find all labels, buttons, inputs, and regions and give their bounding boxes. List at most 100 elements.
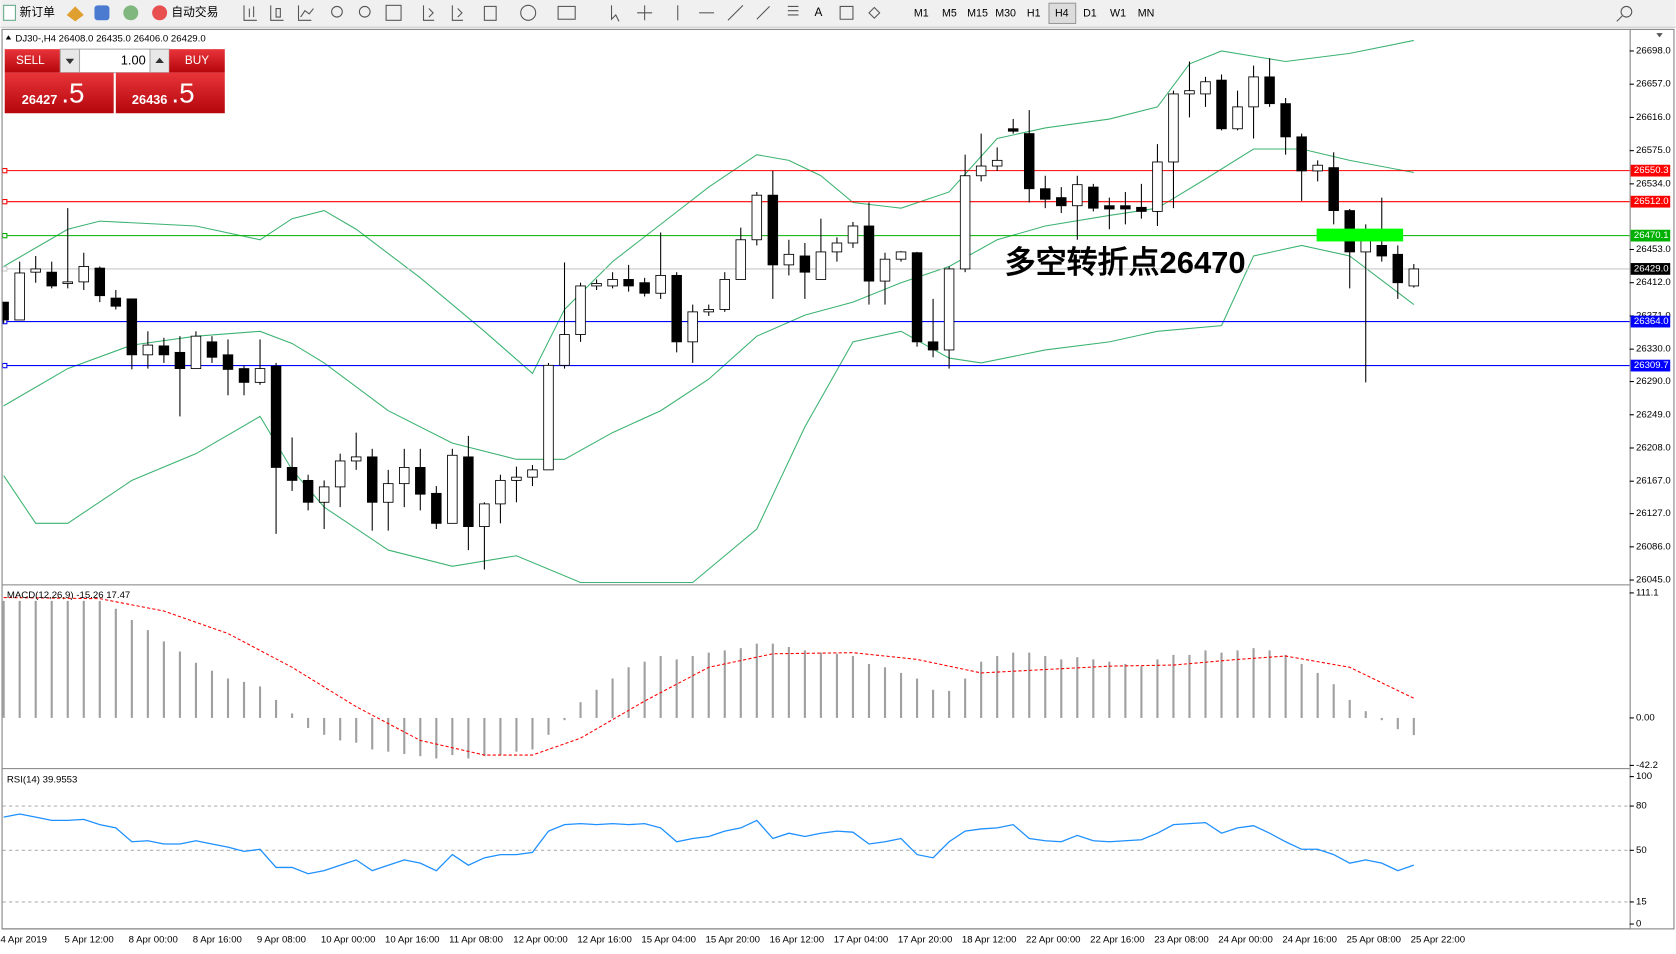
candle-body <box>110 297 122 307</box>
y-tick-label: 26534.0 <box>1636 178 1671 189</box>
y-tick-label: 100 <box>1636 771 1652 782</box>
macd-signal <box>3 596 1415 756</box>
y-tick-label: 0.00 <box>1636 712 1655 723</box>
candle-body <box>1232 106 1243 130</box>
volume-value: 1.00 <box>121 52 146 67</box>
buy-price-frac: .5 <box>171 77 194 108</box>
turning-point-marker <box>1316 228 1404 242</box>
candle-body <box>767 194 779 266</box>
timeframe-button[interactable]: M1 <box>914 8 929 20</box>
timeframe-button[interactable]: M15 <box>967 8 988 20</box>
timeframe-button[interactable]: M30 <box>995 8 1016 20</box>
close: 26429.0 <box>171 33 206 44</box>
toolbar: 新订单 自动交易 A M1 M5 M15 M30 H1 H4 D1 W1 MN <box>0 0 1676 28</box>
macd-title: MACD(12,26,9) -15.26 17.47 <box>7 590 130 601</box>
candle-body <box>399 467 410 485</box>
candle-body <box>174 351 186 370</box>
timeframe-button[interactable]: H4 <box>1055 8 1069 20</box>
candle-body <box>1280 103 1291 138</box>
candle-body <box>1136 206 1147 212</box>
y-tick-label: 26575.0 <box>1636 145 1671 156</box>
tool-icons[interactable] <box>243 4 1633 22</box>
new-order-label: 新订单 <box>20 5 55 19</box>
y-tick-label: 26330.0 <box>1636 344 1671 355</box>
x-tick-label: 5 Apr 12:00 <box>65 935 114 946</box>
candle-body <box>78 266 90 283</box>
level-handle <box>2 362 8 369</box>
candle-body <box>1072 184 1083 207</box>
candle-body <box>751 194 763 241</box>
x-tick-label: 12 Apr 00:00 <box>513 935 567 946</box>
candle-body <box>447 454 458 524</box>
sell-button[interactable] <box>4 49 61 73</box>
level-label: 26364.0 <box>1634 316 1669 327</box>
candle-body <box>431 492 442 524</box>
chart-header: DJ30-,H4 26408.0 26435.0 26406.0 26429.0 <box>15 33 205 44</box>
y-tick-label: 26453.0 <box>1636 244 1671 255</box>
bollinger-band <box>3 244 1415 584</box>
timeframe-button[interactable]: W1 <box>1110 8 1126 20</box>
new-order-button[interactable]: 新订单 <box>3 4 56 21</box>
level-handle <box>2 232 8 239</box>
text-tool-icon[interactable]: A <box>814 6 822 19</box>
x-tick-label: 16 Apr 12:00 <box>770 935 825 946</box>
level-label: 26550.3 <box>1634 165 1669 176</box>
candle-body <box>1328 167 1339 212</box>
candle-body <box>527 469 538 478</box>
active-timeframe <box>1048 2 1077 25</box>
candle-body <box>879 258 891 282</box>
candle-body <box>46 271 57 287</box>
candle-body <box>94 267 106 297</box>
candle-body <box>911 252 923 343</box>
candle-body <box>991 159 1003 167</box>
candle-body <box>383 483 394 503</box>
x-tick-label: 9 Apr 08:00 <box>257 935 306 946</box>
buy-label: BUY <box>185 54 209 67</box>
icon[interactable] <box>94 5 110 21</box>
timeframe-button[interactable]: M5 <box>942 8 957 20</box>
level-label-box <box>1630 195 1671 208</box>
candle-body <box>1296 136 1307 172</box>
level-label-box <box>1630 164 1671 177</box>
y-tick-label: 26616.0 <box>1636 112 1671 123</box>
candle-body <box>1120 205 1131 210</box>
low: 26406.0 <box>134 33 169 44</box>
icon[interactable] <box>66 6 84 22</box>
candle-body <box>463 456 474 528</box>
auto-trading-button[interactable]: 自动交易 <box>152 5 218 21</box>
x-tick-label: 8 Apr 00:00 <box>129 935 178 946</box>
macd-name: MACD(12,26,9) <box>7 590 74 601</box>
sell-label: SELL <box>16 54 45 67</box>
candle-body <box>1408 268 1420 287</box>
x-tick-label: 22 Apr 16:00 <box>1090 935 1145 946</box>
icon <box>155 57 164 64</box>
candle-body <box>607 279 618 287</box>
sell-price-box[interactable] <box>4 72 114 114</box>
timeframe-button[interactable]: H1 <box>1027 8 1041 20</box>
candle-body <box>126 298 138 356</box>
candle-body <box>863 225 875 282</box>
candle-body <box>1184 90 1195 95</box>
candle-body <box>735 239 747 280</box>
buy-button[interactable] <box>169 49 225 73</box>
timeframe-button[interactable]: MN <box>1138 8 1155 20</box>
x-tick-label: 8 Apr 16:00 <box>193 935 242 946</box>
candle-body <box>1056 197 1067 207</box>
level-label-box <box>1630 315 1671 328</box>
candle-body <box>479 503 490 528</box>
candle-body <box>559 334 570 366</box>
x-tick-label: 18 Apr 12:00 <box>962 935 1017 946</box>
candle-body <box>62 281 73 284</box>
icon[interactable] <box>123 5 139 21</box>
candle-body <box>190 335 202 370</box>
candle-body <box>1376 245 1388 257</box>
y-tick-label: 26412.0 <box>1636 277 1671 288</box>
x-tick-label: 10 Apr 00:00 <box>321 935 376 946</box>
buy-price-box[interactable] <box>115 72 225 114</box>
x-tick-label: 4 Apr 2019 <box>0 935 47 946</box>
timeframe-button[interactable]: D1 <box>1083 8 1097 20</box>
scroll-icon[interactable] <box>1656 33 1663 38</box>
x-tick-label: 25 Apr 08:00 <box>1347 935 1401 946</box>
candle-body <box>318 486 330 503</box>
symbol: DJ30-,H4 <box>15 33 56 44</box>
